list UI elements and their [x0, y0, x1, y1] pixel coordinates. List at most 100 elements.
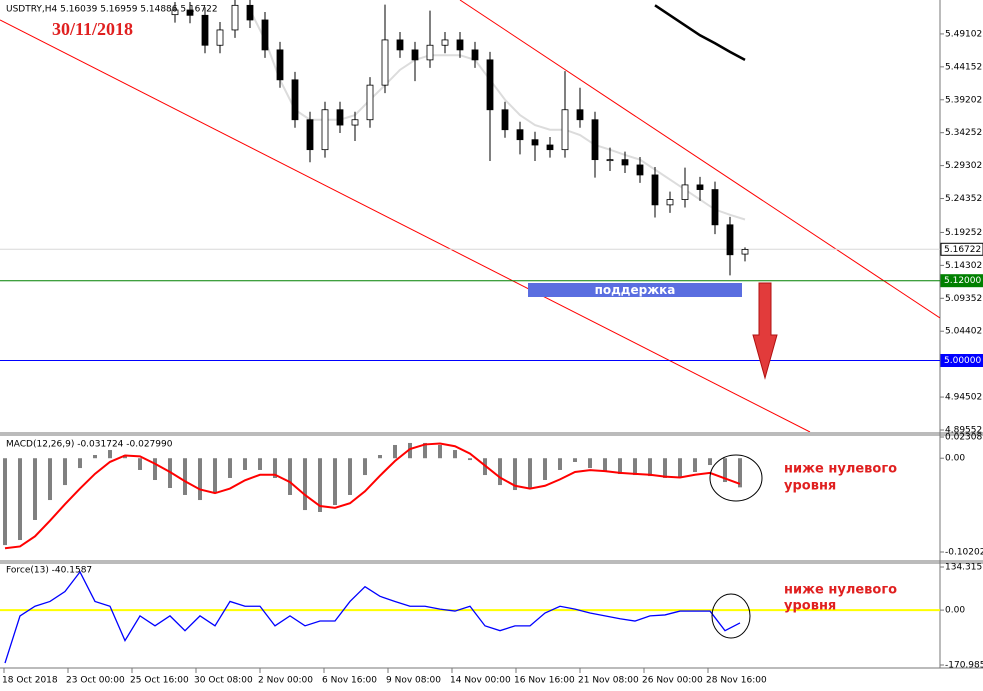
- channel-lower: [0, 19, 811, 432]
- histogram-bar: [303, 458, 307, 511]
- histogram-bar: [393, 444, 397, 459]
- histogram-bar: [63, 458, 67, 486]
- candle-body: [651, 174, 659, 206]
- candle-body: [576, 109, 584, 121]
- x-tick-label: 25 Oct 16:00: [130, 676, 189, 686]
- histogram-bar: [663, 458, 667, 478]
- x-tick-label: 30 Oct 08:00: [194, 676, 253, 686]
- candle-body: [531, 139, 539, 146]
- x-tick-label: 26 Nov 00:00: [642, 676, 703, 686]
- candle-body: [186, 9, 194, 16]
- moving-average: [654, 4, 746, 61]
- candle-body: [486, 59, 494, 111]
- candle-body: [411, 49, 419, 61]
- moving-average: [249, 9, 746, 221]
- candle-body: [456, 39, 464, 51]
- histogram-bar: [738, 458, 742, 488]
- annotation: уровня: [784, 479, 836, 494]
- candle-body: [276, 49, 284, 81]
- candle-body: [291, 79, 299, 121]
- support-label: поддержка: [595, 283, 676, 297]
- support-box: [528, 283, 742, 297]
- y-tick-label: 5.19252: [945, 228, 982, 238]
- x-tick-label: 23 Oct 00:00: [66, 676, 125, 686]
- histogram-bar: [33, 458, 37, 520]
- down-arrow: [752, 282, 778, 380]
- histogram-bar: [408, 442, 412, 459]
- force-panel: [0, 570, 940, 664]
- x-tick-label: 2 Nov 00:00: [258, 676, 313, 686]
- signal-line: [4, 442, 741, 550]
- histogram-bar: [528, 458, 532, 489]
- histogram-bar: [198, 458, 202, 501]
- x-tick-label: 14 Nov 00:00: [450, 676, 511, 686]
- histogram-bar: [423, 442, 427, 459]
- y-tick-label: 4.89552: [945, 425, 982, 435]
- histogram-bar: [453, 450, 457, 459]
- histogram-bar: [618, 458, 622, 475]
- date-label: 30/11/2018: [52, 19, 133, 39]
- histogram-bar: [333, 458, 337, 506]
- x-tick-label: 16 Nov 16:00: [514, 676, 575, 686]
- histogram-bar: [708, 458, 712, 466]
- histogram-bar: [603, 458, 607, 473]
- level-label-box: [940, 274, 983, 288]
- y-tick-label: -170.9858: [945, 661, 983, 671]
- histogram-bar: [138, 458, 142, 470]
- candle-body: [351, 119, 359, 126]
- candle-body: [726, 224, 734, 256]
- candle-body: [696, 184, 704, 190]
- histogram-bar: [693, 458, 697, 473]
- candle-body: [426, 44, 434, 61]
- x-tick-label: 18 Oct 2018: [2, 676, 58, 686]
- y-tick-label: 5.34252: [945, 128, 982, 138]
- y-tick-label: 0.00: [945, 454, 965, 464]
- candle-body: [666, 199, 674, 206]
- y-tick-label: 5.44152: [945, 62, 982, 72]
- x-tick-label: 28 Nov 16:00: [706, 676, 767, 686]
- candle-body: [711, 189, 719, 226]
- y-tick-label: 5.39202: [945, 95, 982, 105]
- histogram-bar: [378, 455, 382, 459]
- candle-body: [621, 159, 629, 166]
- macd-title: MACD(12,26,9) -0.031724 -0.027990: [6, 440, 173, 450]
- histogram-bar: [3, 458, 7, 546]
- histogram-bar: [633, 458, 637, 476]
- histogram-bar: [153, 458, 157, 481]
- candle-body: [471, 49, 479, 61]
- force-line: [4, 570, 741, 664]
- histogram-bar: [363, 458, 367, 476]
- histogram-bar: [273, 458, 277, 478]
- y-tick-label: 5.04402: [945, 327, 982, 337]
- histogram-bar: [243, 458, 247, 470]
- histogram-bar: [48, 458, 52, 501]
- candle-body: [366, 84, 374, 121]
- candle-body: [606, 159, 614, 162]
- channel-upper: [459, 0, 940, 319]
- histogram-bar: [228, 458, 232, 478]
- histogram-bar: [648, 458, 652, 477]
- y-tick-label: 134.3157: [945, 563, 983, 573]
- candle-body: [306, 119, 314, 151]
- histogram-bar: [543, 458, 547, 481]
- histogram-bar: [213, 458, 217, 493]
- histogram-bar: [18, 458, 22, 541]
- histogram-bar: [93, 455, 97, 459]
- histogram-bar: [678, 458, 682, 478]
- candle-body: [381, 39, 389, 86]
- candle-body: [396, 39, 404, 51]
- annotation: ниже нулевого: [784, 583, 897, 598]
- level-label-box: [940, 242, 983, 256]
- candle-body: [246, 4, 254, 21]
- candle-body: [546, 144, 554, 151]
- x-tick-label: 9 Nov 08:00: [386, 676, 441, 686]
- histogram-bar: [318, 458, 322, 512]
- candle-body: [441, 39, 449, 46]
- histogram-bar: [498, 458, 502, 486]
- candle-body: [591, 119, 599, 161]
- histogram-bar: [123, 455, 127, 459]
- candle-body: [321, 109, 329, 151]
- y-tick-label: 0.00: [945, 606, 965, 616]
